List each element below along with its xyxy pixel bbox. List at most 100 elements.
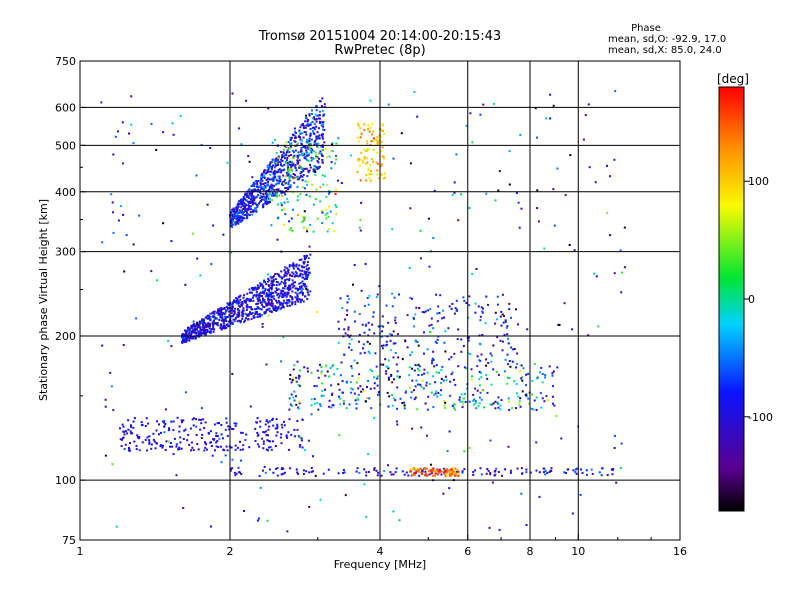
data-point (376, 162, 379, 165)
data-point (294, 174, 297, 177)
data-point (290, 136, 293, 139)
data-point (516, 363, 518, 365)
data-point (268, 197, 271, 200)
data-point (361, 160, 364, 163)
data-point (287, 299, 290, 301)
data-point (337, 320, 340, 323)
data-point (574, 471, 577, 473)
data-point (473, 398, 476, 401)
data-point (305, 152, 308, 155)
data-point (246, 192, 248, 195)
data-point (299, 133, 302, 135)
data-point (251, 195, 254, 198)
data-point (257, 294, 260, 297)
data-point (302, 276, 304, 279)
data-point (235, 221, 238, 224)
data-point (221, 313, 224, 316)
data-point (307, 268, 310, 271)
data-point (503, 370, 506, 373)
data-point (239, 321, 242, 324)
data-point (476, 365, 479, 368)
data-point (398, 519, 401, 522)
data-point (268, 468, 271, 471)
data-point (199, 428, 202, 431)
data-point (259, 420, 262, 423)
data-point (535, 469, 538, 472)
data-point (312, 168, 315, 171)
data-point (291, 302, 293, 305)
data-point (263, 298, 266, 301)
data-point (232, 428, 235, 431)
data-point (289, 160, 292, 163)
data-point (369, 387, 372, 390)
data-point (433, 189, 436, 192)
data-point (337, 383, 340, 386)
data-point (170, 345, 173, 348)
data-point (419, 257, 422, 260)
data-point (293, 165, 296, 168)
data-point (115, 525, 118, 528)
data-point (424, 470, 427, 473)
data-point (177, 448, 179, 451)
data-point (100, 101, 103, 104)
data-point (299, 193, 302, 196)
data-point (191, 446, 194, 449)
x-axis-ticks: 1 2 4 6 8 10 16 (77, 534, 687, 558)
data-point (546, 399, 549, 402)
data-point (190, 441, 193, 444)
data-point (292, 267, 295, 270)
data-point (308, 195, 311, 198)
data-point (424, 310, 427, 313)
data-point (325, 195, 328, 198)
data-point (291, 176, 294, 179)
data-point (135, 444, 138, 447)
data-point (248, 196, 250, 199)
colorbar-tick-label: -100 (748, 411, 773, 424)
data-point (429, 308, 432, 310)
data-point (521, 390, 524, 393)
data-point (444, 350, 447, 353)
colorbar (718, 86, 745, 512)
data-point (334, 162, 337, 165)
data-point (455, 472, 457, 475)
data-point (282, 472, 285, 475)
data-point (188, 337, 191, 340)
data-point (204, 441, 206, 444)
data-point (299, 274, 301, 277)
data-point (294, 137, 297, 140)
data-point (623, 266, 626, 269)
data-point (282, 295, 285, 298)
data-point (150, 122, 153, 125)
data-point (314, 165, 317, 167)
data-point (168, 440, 170, 443)
data-point (310, 371, 313, 374)
data-point (203, 330, 206, 333)
data-point (231, 467, 234, 470)
data-point (192, 330, 195, 333)
data-point (303, 258, 306, 261)
data-point (219, 315, 222, 318)
data-point (185, 340, 188, 343)
data-point (421, 469, 424, 472)
data-point (264, 471, 267, 474)
data-point (501, 349, 504, 352)
data-point (324, 148, 327, 151)
data-point (260, 308, 263, 311)
data-point (360, 151, 363, 154)
data-point (251, 312, 254, 314)
data-point (263, 279, 266, 282)
data-point (312, 455, 314, 458)
data-point (209, 329, 212, 332)
data-point (335, 206, 338, 208)
data-point (306, 141, 309, 144)
data-point (260, 291, 263, 294)
data-point (257, 186, 260, 189)
data-point (251, 213, 254, 216)
data-point (227, 325, 230, 328)
data-point (238, 219, 241, 222)
data-point (422, 387, 425, 390)
data-point (552, 385, 554, 388)
data-point (413, 389, 415, 392)
data-point (221, 437, 224, 440)
data-point (504, 319, 507, 322)
